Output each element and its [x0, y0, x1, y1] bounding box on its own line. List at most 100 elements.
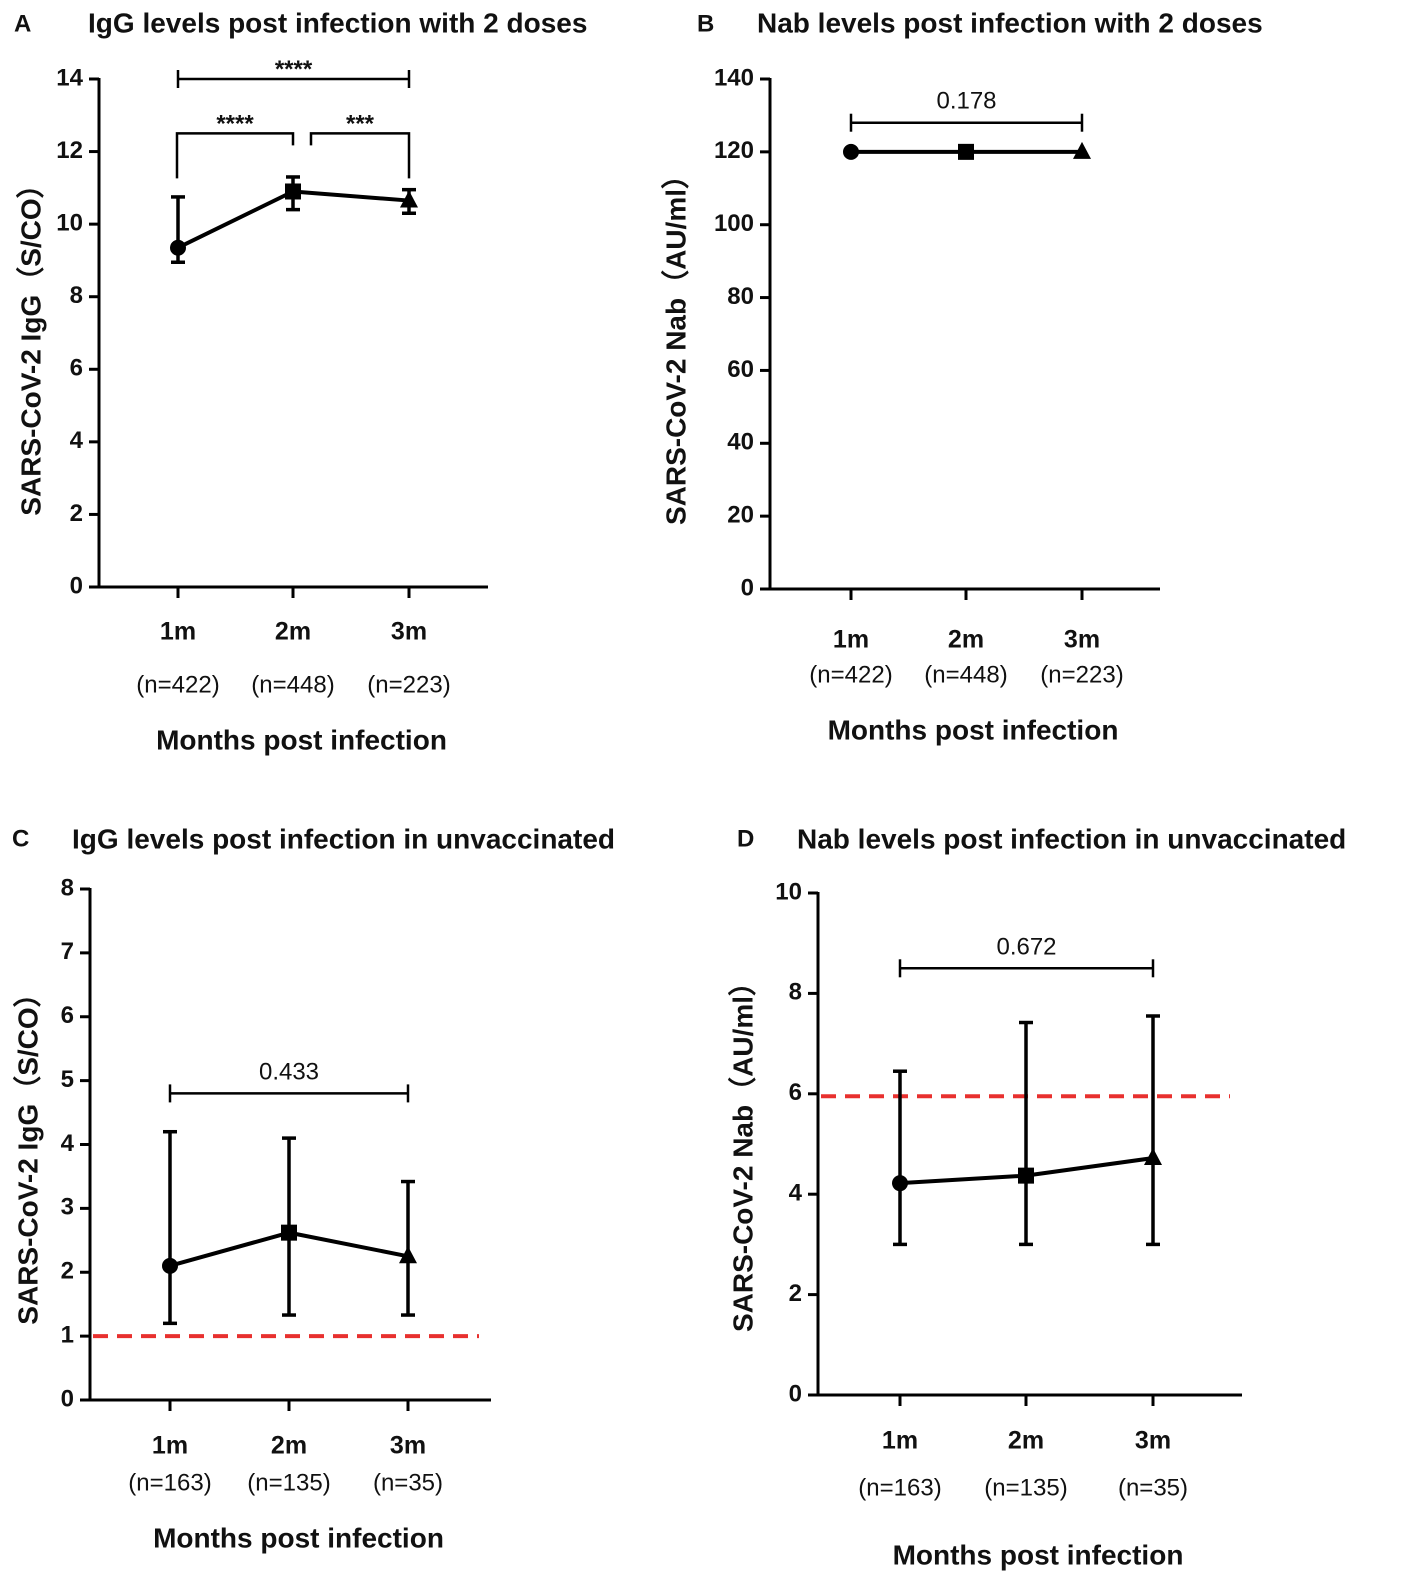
y-tick-label: 5	[61, 1066, 74, 1093]
bracket-line	[309, 132, 411, 179]
significance-label: ***	[346, 110, 375, 137]
significance-label: 0.433	[259, 1058, 319, 1085]
data-point-1m	[843, 143, 859, 160]
y-tick-label: 100	[714, 210, 754, 237]
y-tick-label: 6	[61, 1002, 74, 1029]
x-tick-label: 1m	[160, 618, 196, 646]
y-axis-title: SARS-CoV-2 Nab（AU/ml）	[659, 161, 691, 525]
significance-bracket: ****	[176, 56, 411, 88]
y-tick-label: 2	[789, 1280, 802, 1307]
y-tick-label: 4	[61, 1130, 75, 1157]
panel-letter: A	[14, 10, 31, 37]
data-point-1m	[892, 1175, 908, 1192]
y-tick-label: 7	[61, 938, 74, 965]
x-tick-label: 1m	[152, 1432, 188, 1460]
y-tick-label: 60	[727, 356, 754, 383]
x-tick-label: 1m	[882, 1427, 918, 1455]
panel-a: A IgG levels post infection with 2 doses 0…	[14, 7, 587, 755]
significance-bracket: 0.672	[898, 933, 1155, 978]
data-point-2m	[1018, 1167, 1034, 1184]
data-point-1m	[170, 239, 186, 256]
n-label: (n=422)	[136, 671, 219, 698]
panel-b: B Nab levels post infection with 2 doses 0…	[659, 7, 1262, 745]
x-tick-label: 3m	[1135, 1427, 1171, 1455]
significance-label: 0.672	[996, 933, 1056, 960]
y-tick-label: 120	[714, 137, 754, 164]
significance-bracket: 0.178	[849, 88, 1084, 132]
y-tick-label: 80	[727, 283, 754, 310]
x-axis-title: Months post infection	[828, 714, 1119, 745]
n-label: (n=223)	[1040, 661, 1123, 688]
y-tick-label: 4	[70, 427, 84, 454]
x-axis-title: Months post infection	[893, 1539, 1184, 1570]
panel-letter: C	[12, 825, 29, 852]
y-tick-label: 0	[741, 574, 754, 601]
panel-letter: D	[737, 825, 754, 852]
data-point-3m	[1144, 1148, 1162, 1166]
n-label: (n=135)	[247, 1469, 330, 1496]
y-tick-label: 8	[61, 874, 74, 901]
x-tick-label: 3m	[1064, 626, 1100, 654]
y-tick-label: 8	[70, 282, 83, 309]
n-label: (n=223)	[367, 671, 450, 698]
data-point-3m	[400, 190, 418, 208]
y-tick-label: 10	[775, 878, 802, 905]
x-tick-label: 1m	[833, 626, 869, 654]
data-point-2m	[958, 143, 974, 160]
n-label: (n=422)	[809, 661, 892, 688]
panel-title: IgG levels post infection with 2 doses	[88, 7, 587, 38]
y-axis-title: SARS-CoV-2 IgG（S/CO）	[14, 170, 46, 515]
y-tick-label: 40	[727, 429, 754, 456]
panel-title: IgG levels post infection in unvaccinate…	[72, 823, 615, 854]
y-tick-label: 2	[61, 1258, 74, 1285]
x-tick-label: 2m	[948, 626, 984, 654]
data-point-1m	[162, 1257, 178, 1274]
significance-bracket: ***	[309, 110, 411, 179]
y-tick-label: 2	[70, 500, 83, 527]
x-tick-label: 2m	[271, 1432, 307, 1460]
significance-label: 0.178	[936, 88, 996, 115]
significance-label: ****	[216, 110, 254, 137]
y-tick-label: 4	[789, 1180, 803, 1207]
y-tick-label: 6	[70, 355, 83, 382]
x-tick-label: 2m	[1008, 1427, 1044, 1455]
x-tick-label: 2m	[275, 618, 311, 646]
n-label: (n=448)	[924, 661, 1007, 688]
x-tick-label: 3m	[391, 618, 427, 646]
y-tick-label: 0	[789, 1380, 802, 1407]
y-tick-label: 0	[61, 1385, 74, 1412]
y-tick-label: 12	[56, 137, 83, 164]
bracket-line	[175, 132, 295, 179]
y-tick-label: 6	[789, 1079, 802, 1106]
y-tick-label: 140	[714, 64, 754, 91]
y-axis-title: SARS-CoV-2 IgG（S/CO）	[11, 979, 43, 1324]
significance-bracket: 0.433	[168, 1058, 410, 1103]
x-axis-title: Months post infection	[153, 1522, 444, 1553]
y-tick-label: 3	[61, 1194, 74, 1221]
y-tick-label: 0	[70, 572, 83, 599]
significance-label: ****	[275, 56, 313, 83]
y-tick-label: 14	[56, 64, 83, 91]
n-label: (n=35)	[373, 1469, 443, 1496]
n-label: (n=163)	[128, 1469, 211, 1496]
y-axis-title: SARS-CoV-2 Nab（AU/ml）	[726, 968, 758, 1332]
panel-letter: B	[697, 10, 714, 37]
y-tick-label: 20	[727, 501, 754, 528]
x-tick-label: 3m	[390, 1432, 426, 1460]
data-point-3m	[399, 1246, 417, 1264]
panel-title: Nab levels post infection in unvaccinate…	[797, 823, 1346, 854]
y-tick-label: 1	[61, 1321, 74, 1348]
panel-d: D Nab levels post infection in unvaccinat…	[726, 823, 1346, 1570]
n-label: (n=35)	[1118, 1474, 1188, 1501]
n-label: (n=163)	[858, 1474, 941, 1501]
significance-bracket: ****	[175, 110, 295, 179]
panel-title: Nab levels post infection with 2 doses	[757, 7, 1263, 38]
data-point-2m	[281, 1224, 297, 1241]
x-axis-title: Months post infection	[156, 724, 447, 755]
n-label: (n=448)	[251, 671, 334, 698]
y-tick-label: 8	[789, 979, 802, 1006]
data-point-3m	[1073, 141, 1091, 159]
data-point-2m	[285, 183, 301, 200]
panel-c: C IgG levels post infection in unvaccinat…	[11, 823, 615, 1553]
